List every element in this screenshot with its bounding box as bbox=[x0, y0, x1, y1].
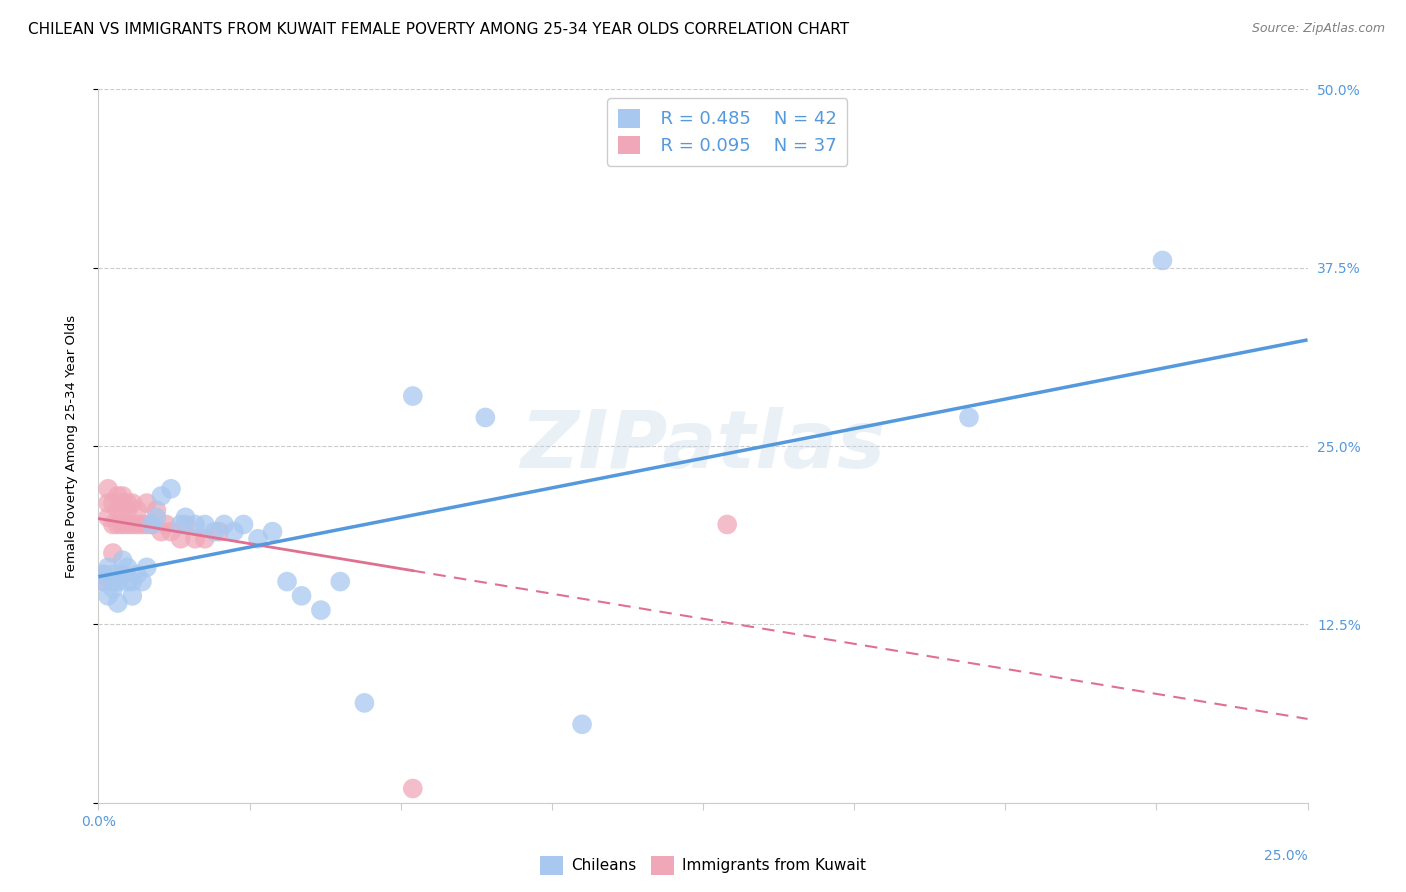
Point bbox=[91, 567, 114, 582]
Point bbox=[101, 574, 124, 589]
Point bbox=[121, 517, 143, 532]
Point bbox=[117, 496, 139, 510]
Point bbox=[111, 517, 134, 532]
Point bbox=[402, 781, 425, 796]
Point bbox=[101, 567, 124, 582]
Point bbox=[127, 503, 149, 517]
Text: Source: ZipAtlas.com: Source: ZipAtlas.com bbox=[1251, 22, 1385, 36]
Point bbox=[91, 567, 114, 582]
Point bbox=[121, 496, 143, 510]
Point bbox=[91, 574, 114, 589]
Point bbox=[160, 482, 183, 496]
Point bbox=[571, 717, 593, 731]
Point bbox=[262, 524, 284, 539]
Point bbox=[121, 574, 143, 589]
Point bbox=[97, 482, 120, 496]
Point bbox=[329, 574, 352, 589]
Point bbox=[97, 560, 120, 574]
Point bbox=[174, 510, 197, 524]
Point bbox=[127, 567, 149, 582]
Point bbox=[101, 546, 124, 560]
Point bbox=[101, 517, 124, 532]
Point bbox=[111, 510, 134, 524]
Point bbox=[474, 410, 496, 425]
Point bbox=[184, 517, 207, 532]
Point bbox=[169, 517, 191, 532]
Point bbox=[353, 696, 375, 710]
Point bbox=[957, 410, 980, 425]
Point bbox=[131, 574, 153, 589]
Point bbox=[117, 503, 139, 517]
Point bbox=[160, 524, 183, 539]
Point bbox=[150, 524, 173, 539]
Point bbox=[204, 524, 226, 539]
Point bbox=[716, 517, 738, 532]
Point bbox=[194, 517, 217, 532]
Point bbox=[135, 496, 157, 510]
Point bbox=[91, 574, 114, 589]
Legend: Chileans, Immigrants from Kuwait: Chileans, Immigrants from Kuwait bbox=[534, 850, 872, 880]
Point bbox=[208, 524, 231, 539]
Point bbox=[97, 510, 120, 524]
Point bbox=[111, 567, 134, 582]
Point bbox=[212, 517, 235, 532]
Point bbox=[232, 517, 254, 532]
Point bbox=[121, 589, 143, 603]
Point bbox=[222, 524, 245, 539]
Point bbox=[131, 517, 153, 532]
Point bbox=[107, 489, 129, 503]
Point bbox=[127, 517, 149, 532]
Point bbox=[169, 532, 191, 546]
Point bbox=[174, 517, 197, 532]
Point bbox=[145, 503, 167, 517]
Point bbox=[135, 517, 157, 532]
Point bbox=[141, 517, 163, 532]
Point bbox=[276, 574, 298, 589]
Point bbox=[184, 532, 207, 546]
Point bbox=[101, 582, 124, 596]
Point bbox=[117, 560, 139, 574]
Point bbox=[107, 574, 129, 589]
Y-axis label: Female Poverty Among 25-34 Year Olds: Female Poverty Among 25-34 Year Olds bbox=[65, 315, 77, 577]
Point bbox=[111, 553, 134, 567]
Point bbox=[101, 496, 124, 510]
Point bbox=[135, 560, 157, 574]
Point bbox=[111, 496, 134, 510]
Point bbox=[145, 510, 167, 524]
Point bbox=[155, 517, 177, 532]
Point bbox=[117, 574, 139, 589]
Text: 25.0%: 25.0% bbox=[1264, 849, 1308, 863]
Point bbox=[111, 489, 134, 503]
Text: CHILEAN VS IMMIGRANTS FROM KUWAIT FEMALE POVERTY AMONG 25-34 YEAR OLDS CORRELATI: CHILEAN VS IMMIGRANTS FROM KUWAIT FEMALE… bbox=[28, 22, 849, 37]
Point bbox=[150, 489, 173, 503]
Point bbox=[247, 532, 270, 546]
Point bbox=[194, 532, 217, 546]
Point bbox=[97, 589, 120, 603]
Point bbox=[141, 517, 163, 532]
Point bbox=[107, 503, 129, 517]
Point bbox=[117, 517, 139, 532]
Point bbox=[290, 589, 312, 603]
Point bbox=[309, 603, 332, 617]
Point bbox=[97, 496, 120, 510]
Point bbox=[1152, 253, 1174, 268]
Text: ZIPatlas: ZIPatlas bbox=[520, 407, 886, 485]
Point bbox=[402, 389, 425, 403]
Point bbox=[107, 517, 129, 532]
Point bbox=[107, 596, 129, 610]
